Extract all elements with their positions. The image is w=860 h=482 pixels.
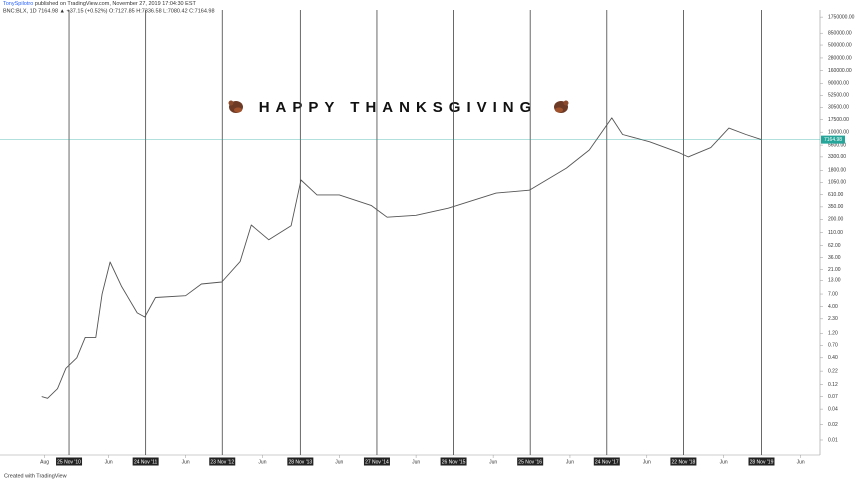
footer: Created with TradingView (4, 473, 67, 479)
y-tick-label: 0.12 (828, 382, 838, 388)
y-tick-label: 2.30 (828, 316, 838, 322)
x-tick-label: Jun (412, 459, 420, 465)
y-tick-label: 13.00 (828, 278, 841, 284)
y-tick-label: 62.00 (828, 243, 841, 249)
x-tick-label: Aug (40, 459, 49, 465)
price-line (41, 117, 762, 399)
session-label: 25 Nov '10 (57, 459, 81, 465)
session-label: 28 Nov '13 (288, 459, 312, 465)
session-label-box (517, 457, 544, 466)
y-tick-label: 30500.00 (828, 105, 849, 111)
x-tick-label: Jun (182, 459, 190, 465)
session-label: 27 Nov '14 (365, 459, 389, 465)
x-tick-label: Jun (720, 459, 728, 465)
y-tick-label: 0.02 (828, 422, 838, 428)
x-tick-label: Jun (797, 459, 805, 465)
turkey-left (228, 100, 243, 113)
session-label-box (440, 457, 467, 466)
author: TonySpilotro published on TradingView.co… (3, 1, 196, 7)
author-name[interactable]: TonySpilotro (3, 1, 33, 7)
chart-title: HAPPY THANKSGIVING (259, 99, 538, 116)
session-label: 24 Nov '17 (595, 459, 619, 465)
x-tick-label: Jun (335, 459, 343, 465)
y-tick-label: 0.40 (828, 355, 838, 361)
session-label-box (56, 457, 83, 466)
y-tick-label: 0.07 (828, 394, 838, 400)
x-tick-label: Jun (258, 459, 266, 465)
session-label: 23 Nov '12 (210, 459, 234, 465)
session-label: 25 Nov '16 (518, 459, 542, 465)
last-price-box (821, 135, 845, 144)
symbol-line: BNC:BLX, 1D 7164.98 ▲ +37.15 (+0.52%) O:… (3, 8, 215, 14)
last-price-label: 7164.98 (824, 137, 842, 143)
y-tick-label: 5600.00 (828, 142, 846, 148)
x-tick-label: Jun (643, 459, 651, 465)
y-tick-label: 0.04 (828, 406, 838, 412)
y-tick-label: 36.00 (828, 255, 841, 261)
x-tick-label: Jun (105, 459, 113, 465)
session-label: 24 Nov '11 (134, 459, 158, 465)
y-tick-label: 280000.00 (828, 55, 852, 61)
y-tick-label: 1800.00 (828, 168, 846, 174)
y-tick-label: 52500.00 (828, 93, 849, 99)
y-tick-label: 90000.00 (828, 81, 849, 87)
published: published on TradingView.com, November 2… (35, 1, 197, 7)
grid (68, 10, 762, 455)
y-tick-label: 7.00 (828, 291, 838, 297)
y-tick-label: 17500.00 (828, 117, 849, 123)
session-label: 26 Nov '15 (442, 459, 466, 465)
session-label: 22 Nov '18 (672, 459, 696, 465)
y-tick-label: 1050.00 (828, 180, 846, 186)
session-label-box (593, 457, 620, 466)
y-tick-label: 10000.00 (828, 130, 849, 136)
y-tick-label: 0.22 (828, 368, 838, 374)
y-tick-label: 110.00 (828, 230, 843, 236)
session-label-box (209, 457, 236, 466)
y-tick-label: 200.00 (828, 217, 844, 223)
y-tick-label: 350.00 (828, 204, 844, 210)
y-tick-label: 1.20 (828, 331, 838, 337)
y-tick-label: 0.01 (828, 437, 838, 443)
session-label-box (363, 457, 390, 466)
session-label-box (748, 457, 775, 466)
y-tick-label: 850000.00 (828, 31, 852, 37)
y-tick-label: 500000.00 (828, 42, 852, 48)
x-tick-label: Jun (489, 459, 497, 465)
session-label: 28 Nov '19 (750, 459, 774, 465)
x-tick-label: Jun (566, 459, 574, 465)
y-tick-label: 3300.00 (828, 154, 846, 160)
session-label-box (670, 457, 697, 466)
y-tick-label: 610.00 (828, 192, 844, 198)
session-label-box (132, 457, 159, 466)
y-tick-label: 160000.00 (828, 68, 852, 74)
y-tick-label: 4.00 (828, 304, 838, 310)
y-tick-label: 1750000.00 (828, 14, 855, 20)
y-tick-label: 0.70 (828, 343, 838, 349)
turkey-right (554, 100, 569, 113)
y-tick-label: 21.00 (828, 267, 841, 273)
session-label-box (287, 457, 314, 466)
